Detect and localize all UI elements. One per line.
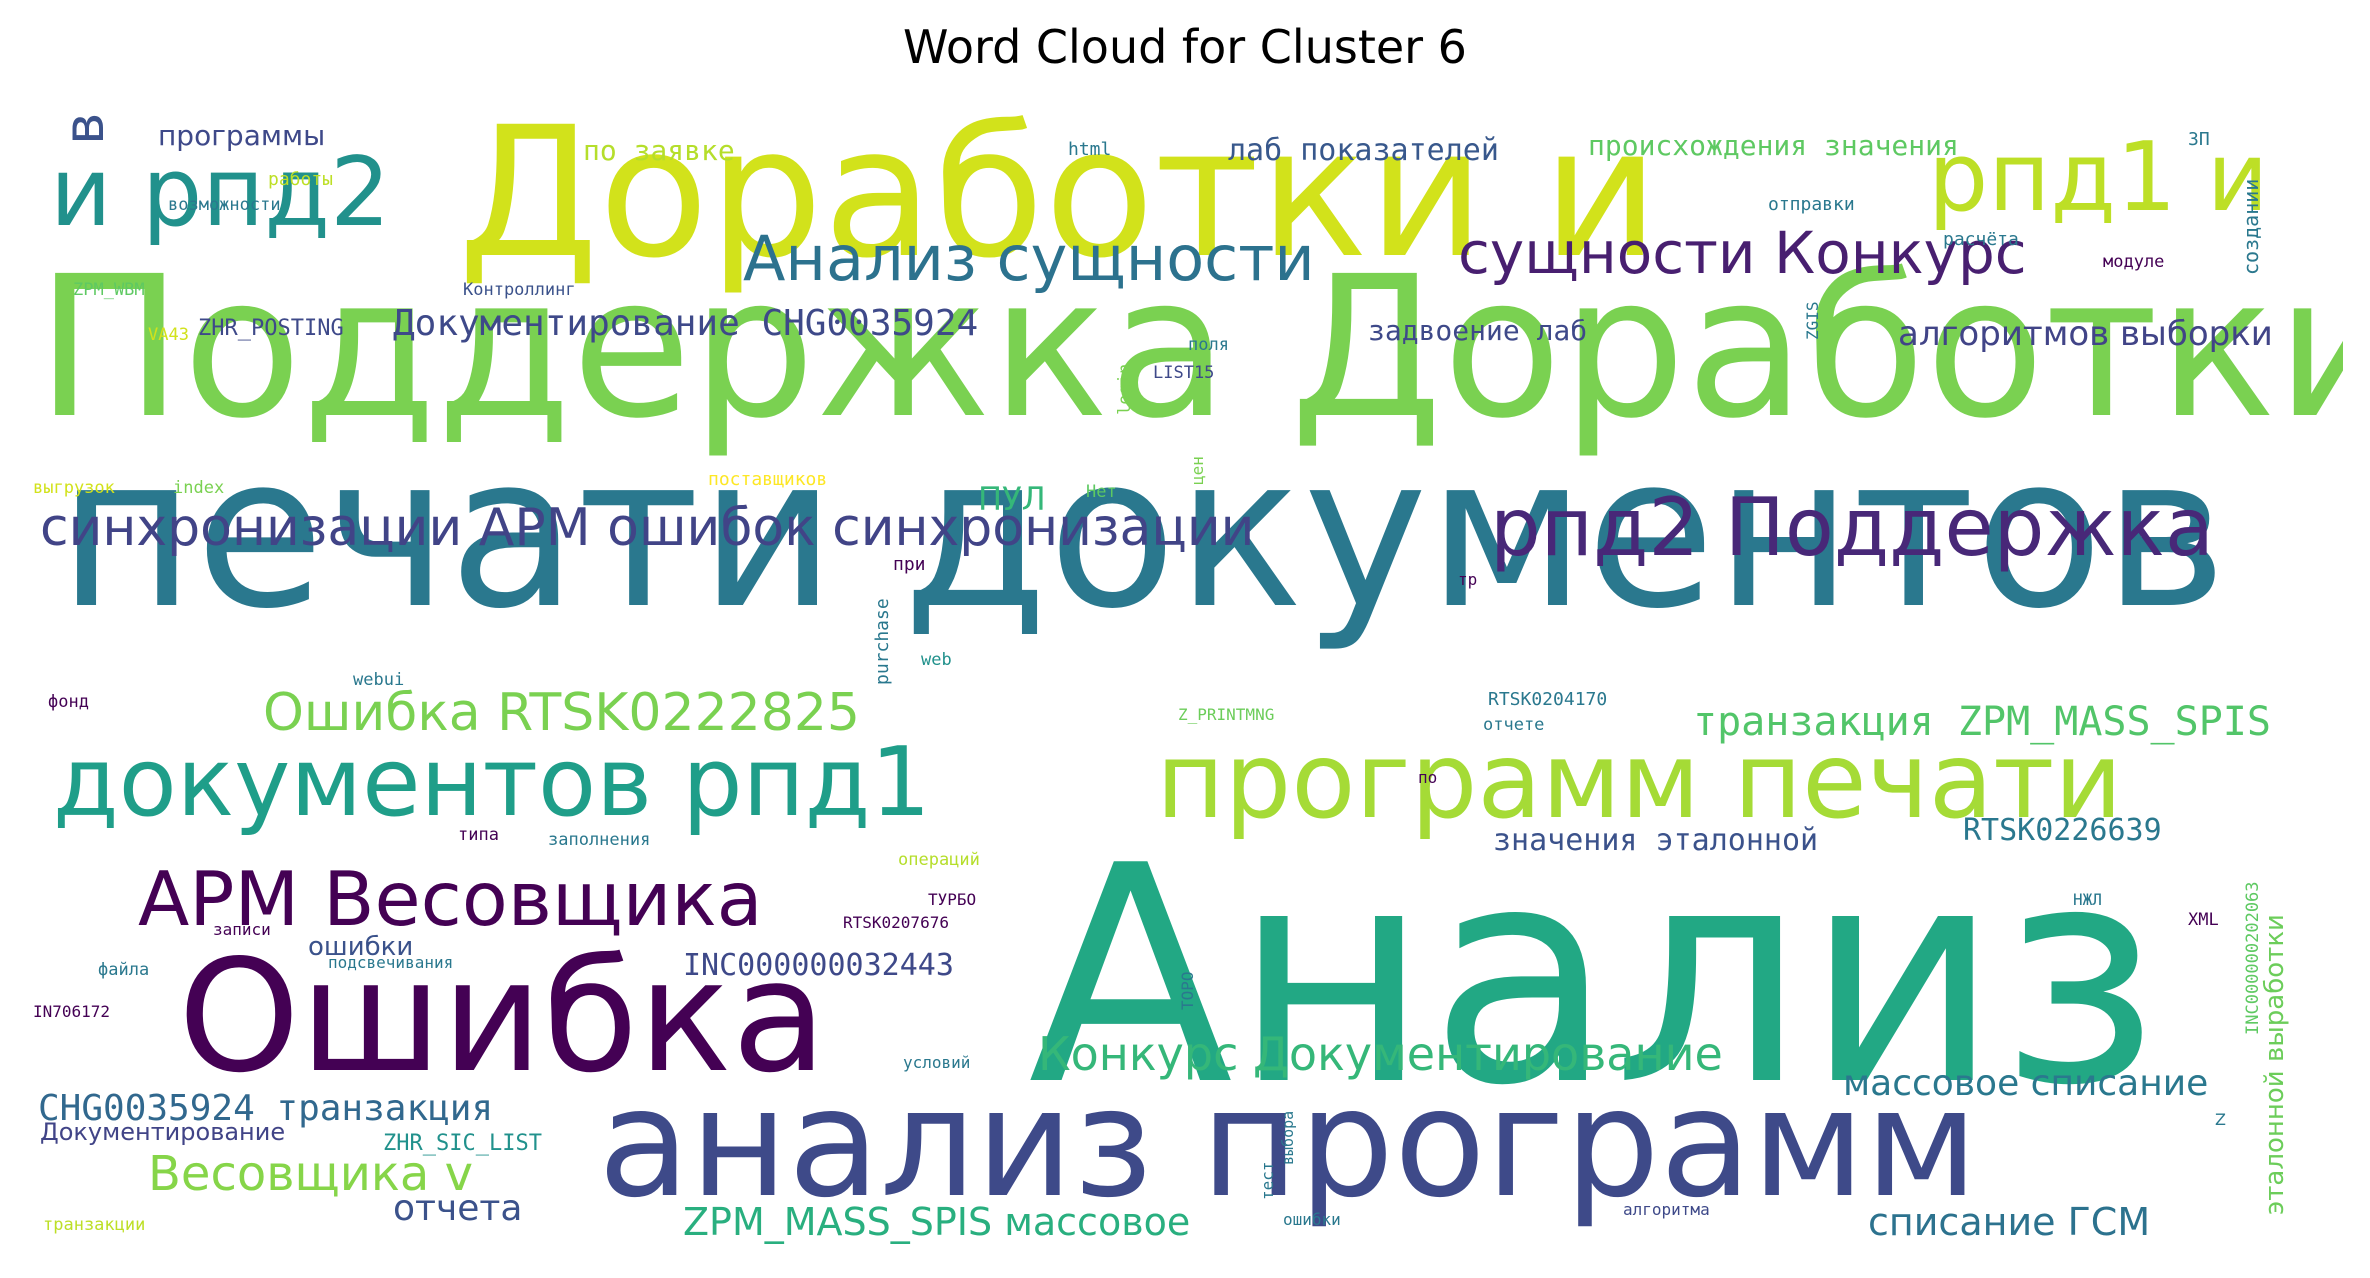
word-4: Доработки и [458, 89, 1659, 298]
word-77: RTSK0207676 [843, 913, 949, 932]
word-5: анализ программ [598, 1057, 1978, 1231]
word-50: ZPM_WBM [73, 280, 145, 300]
word-74: операций [898, 850, 980, 870]
word-85: условий [903, 1053, 970, 1072]
word-30: RTSK0226639 [1963, 813, 2162, 848]
word-15: синхронизации АРМ ошибок синхронизации [40, 498, 1254, 558]
word-62: при [893, 554, 926, 575]
word-68: Z_PRINTMNG [1178, 705, 1274, 724]
word-21: Документирование CHG0035924 [393, 303, 978, 344]
word-27: отчета [393, 1188, 522, 1229]
word-35: программы [158, 119, 325, 152]
word-7: программ печати [1156, 720, 2123, 842]
word-45: возможности [168, 195, 281, 215]
word-83: XML [2188, 910, 2219, 930]
word-72: типа [458, 825, 499, 845]
word-80: IN706172 [33, 1002, 110, 1021]
word-3: Поддержка Доработки [36, 234, 2343, 461]
word-18: Конкурс Документирование [1038, 1027, 1723, 1081]
word-67: фонд [48, 692, 89, 712]
word-54: поля [1188, 335, 1229, 355]
word-39: Документирование [40, 1118, 285, 1146]
word-29: значения эталонной [1493, 823, 1818, 858]
word-37: эталонной выработки [2260, 914, 2290, 1215]
word-24: ZPM_MASS_SPIS массовое [683, 1200, 1190, 1244]
word-69: RTSK0204170 [1488, 689, 1607, 710]
word-49: модуле [2103, 252, 2164, 272]
word-70: отчете [1483, 715, 1544, 735]
word-33: по заявке [583, 134, 735, 167]
word-59: поставщиков [708, 469, 827, 490]
word-58: index [173, 478, 224, 498]
word-11: рпд2 Поддержка [1490, 481, 2214, 574]
word-9: и рпд2 [50, 138, 390, 248]
word-51: Контроллинг [463, 280, 576, 300]
word-8: документов рпд1 [53, 728, 931, 838]
word-91: Z [2215, 1110, 2226, 1129]
word-25: массовое списание [1843, 1063, 2208, 1104]
word-32: происхождения значения [1588, 129, 1959, 162]
word-76: записи [213, 920, 271, 939]
word-38: ошибки [308, 932, 413, 962]
word-22: алгоритмов выборки [1898, 314, 2273, 354]
word-48: расчёта [1943, 229, 2019, 250]
word-31: лаб показателей [1228, 133, 1499, 168]
word-66: тр [1458, 570, 1477, 589]
word-6: Ошибка [178, 926, 827, 1107]
word-84: INC000000202063 [2243, 881, 2263, 1035]
word-1: Анализ [1028, 802, 2159, 1151]
word-43: ЗП [2188, 129, 2210, 150]
word-10: рпд1 и [1928, 123, 2268, 233]
word-46: отправки [1768, 194, 1855, 215]
word-40: ZHR_SIC_LIST [383, 1131, 542, 1156]
word-81: ТОРО [1178, 971, 1197, 1010]
word-57: выгрузок [33, 478, 115, 498]
word-28: INC000000032443 [683, 948, 954, 983]
word-55: login [1115, 364, 1135, 415]
word-36: ПУЛ [978, 480, 1046, 518]
word-87: выбора [1279, 1111, 1297, 1165]
word-79: подсвечивания [328, 953, 453, 972]
word-44: работы [268, 169, 333, 190]
word-86: тест [1258, 1161, 1277, 1200]
word-82: НЖЛ [2073, 890, 2102, 909]
word-2: печати документов [58, 410, 2227, 655]
word-53: VA43 [148, 325, 189, 345]
word-41: ZHR_POSTING [198, 316, 344, 341]
word-13: Анализ сущности [743, 222, 1315, 295]
word-73: заполнения [548, 830, 650, 850]
word-23: CHG0035924 транзакция [38, 1088, 493, 1129]
word-26: списание ГСМ [1868, 1200, 2150, 1244]
word-19: в [52, 113, 116, 145]
word-56: LIST15 [1153, 363, 1214, 383]
word-34: задвоение лаб [1368, 314, 1587, 347]
word-60: цен [1188, 456, 1207, 485]
word-14: сущности Конкурс [1458, 219, 2027, 287]
word-42: html [1068, 139, 1111, 160]
word-61: Нет [1086, 482, 1117, 502]
word-75: ТУРБО [928, 890, 976, 909]
word-90: транзакции [43, 1215, 145, 1235]
word-89: алгоритма [1623, 1200, 1710, 1219]
word-47: создании [2239, 179, 2263, 275]
word-88: ошибки [1283, 1210, 1341, 1229]
word-12: АРМ Весовщика [138, 855, 763, 943]
word-78: файла [98, 960, 149, 980]
word-16: Ошибка RTSK0222825 [263, 683, 860, 743]
word-20: транзакция ZPM_MASS_SPIS [1693, 699, 2271, 745]
word-65: webui [353, 670, 404, 690]
chart-title: Word Cloud for Cluster 6 [903, 20, 1467, 74]
word-64: web [921, 650, 952, 670]
word-52: ZGIS [1803, 301, 1822, 340]
word-63: purchase [872, 598, 893, 685]
word-17: Весовщика v [148, 1146, 473, 1202]
word-71: по [1418, 768, 1437, 787]
